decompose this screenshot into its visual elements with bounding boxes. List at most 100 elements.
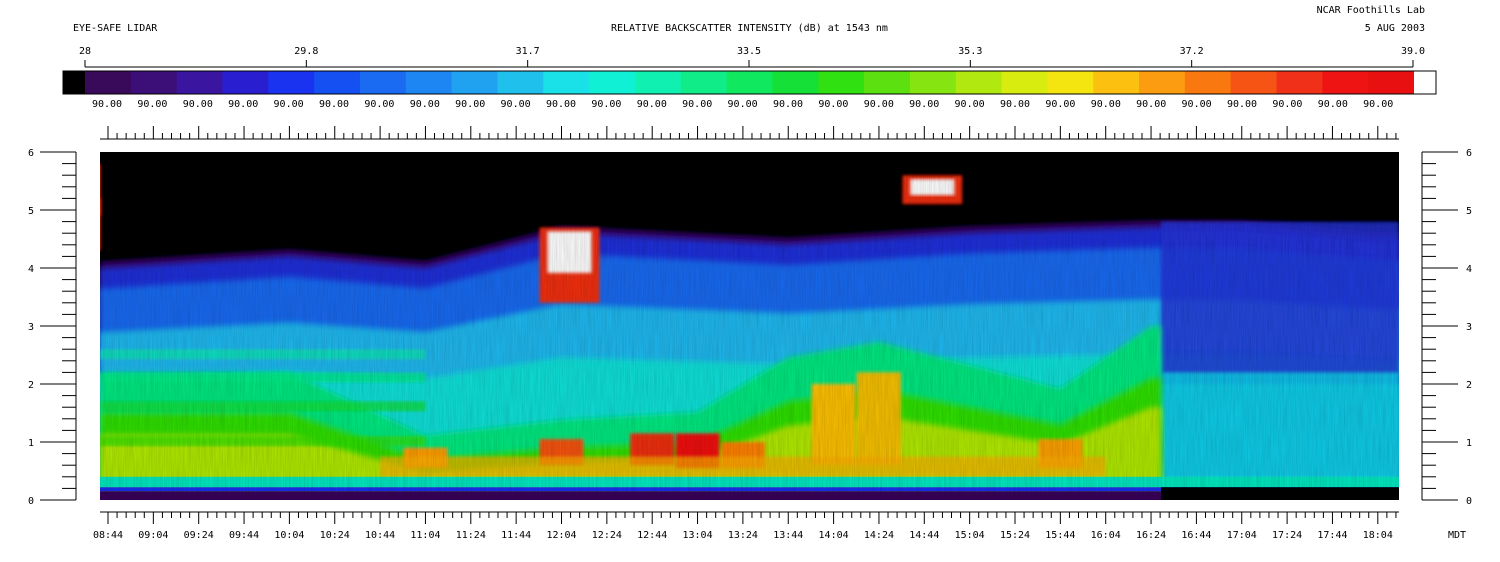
late-blue-region bbox=[1161, 221, 1399, 384]
colorbar-swatch bbox=[543, 71, 590, 94]
y-tick-label-left: 3 bbox=[28, 322, 34, 333]
colorbar-segment-label: 90.00 bbox=[1045, 99, 1075, 110]
colorbar-tick-label: 29.8 bbox=[294, 46, 318, 57]
colorbar-swatch bbox=[176, 71, 223, 94]
cloud-edge bbox=[100, 198, 101, 251]
colorbar-swatch bbox=[451, 71, 498, 94]
colorbar-segment-label: 90.00 bbox=[183, 99, 213, 110]
colorbar-segment-label: 90.00 bbox=[728, 99, 758, 110]
early-layer bbox=[100, 436, 426, 447]
colorbar-segment-label: 90.00 bbox=[1363, 99, 1393, 110]
colorbar-swatch bbox=[1001, 71, 1048, 94]
x-tick-label: 13:24 bbox=[728, 530, 758, 541]
heatmap-layers bbox=[49, 152, 1399, 500]
x-tick-label: 16:24 bbox=[1136, 530, 1166, 541]
x-tick-label: 09:04 bbox=[138, 530, 168, 541]
y-tick-label-right: 5 bbox=[1466, 206, 1472, 217]
early-layer bbox=[100, 401, 426, 412]
colorbar-swatch bbox=[63, 71, 86, 94]
x-tick-label: 13:44 bbox=[773, 530, 803, 541]
late-cyan-region bbox=[1161, 372, 1399, 477]
colorbar-tick-label: 28 bbox=[79, 46, 91, 57]
colorbar-segment-label: 90.00 bbox=[591, 99, 621, 110]
colorbar-segment-label: 90.00 bbox=[455, 99, 485, 110]
colorbar-segment-label: 90.00 bbox=[1182, 99, 1212, 110]
x-tick-label: 10:44 bbox=[365, 530, 395, 541]
colorbar-swatch bbox=[222, 71, 269, 94]
x-tick-label: 10:04 bbox=[274, 530, 304, 541]
colorbar-tick-label: 39.0 bbox=[1401, 46, 1425, 57]
hot-aerosol-patch bbox=[856, 372, 901, 466]
x-tick-label: 11:04 bbox=[410, 530, 440, 541]
y-tick-label-left: 4 bbox=[28, 264, 34, 275]
colorbar-segment-label: 90.00 bbox=[319, 99, 349, 110]
surface-late-dark bbox=[1161, 487, 1399, 500]
colorbar-swatch bbox=[268, 71, 315, 94]
x-tick-label: 15:24 bbox=[1000, 530, 1030, 541]
y-tick-label-left: 1 bbox=[28, 438, 34, 449]
colorbar-swatch bbox=[1322, 71, 1369, 94]
colorbar-segment-label: 90.00 bbox=[546, 99, 576, 110]
y-tick-label-right: 3 bbox=[1466, 322, 1472, 333]
x-tick-label: 12:44 bbox=[637, 530, 667, 541]
surface-cyan bbox=[100, 476, 1399, 488]
y-tick-label-left: 6 bbox=[28, 148, 34, 159]
colorbar-segment-label: 90.00 bbox=[274, 99, 304, 110]
colorbar-segment-label: 90.00 bbox=[364, 99, 394, 110]
colorbar-tick-label: 31.7 bbox=[516, 46, 540, 57]
colorbar-tick-label: 35.3 bbox=[958, 46, 982, 57]
x-axis-unit: MDT bbox=[1448, 530, 1466, 541]
colorbar-swatch bbox=[772, 71, 819, 94]
colorbar-swatch bbox=[1414, 71, 1437, 94]
colorbar-segment-label: 90.00 bbox=[909, 99, 939, 110]
hot-aerosol-patch bbox=[811, 384, 856, 466]
colorbar-segment-label: 90.00 bbox=[410, 99, 440, 110]
colorbar-swatch bbox=[1368, 71, 1415, 94]
y-tick-label-right: 4 bbox=[1466, 264, 1472, 275]
colorbar-swatch bbox=[1230, 71, 1278, 94]
colorbar: 28 29.8 31.7 33.5 35.3 37.2 39.0 90.00 90.00 90.0… bbox=[62, 46, 1437, 110]
chart-title: RELATIVE BACKSCATTER INTENSITY (dB) at 1… bbox=[611, 23, 888, 34]
colorbar-swatch bbox=[405, 71, 453, 94]
x-tick-label: 10:24 bbox=[320, 530, 350, 541]
org-label: NCAR Foothills Lab bbox=[1316, 5, 1425, 16]
colorbar-swatch bbox=[1276, 71, 1323, 94]
colorbar-swatch bbox=[1093, 71, 1140, 94]
colorbar-segment-label: 90.00 bbox=[818, 99, 848, 110]
colorbar-segment-label: 90.00 bbox=[92, 99, 122, 110]
colorbar-swatch bbox=[864, 71, 911, 94]
y-tick-label-right: 2 bbox=[1466, 380, 1472, 391]
early-layer bbox=[100, 372, 426, 383]
colorbar-swatch bbox=[1047, 71, 1094, 94]
colorbar-swatch bbox=[818, 71, 865, 94]
x-tick-label: 17:04 bbox=[1227, 530, 1257, 541]
colorbar-segment-label: 90.00 bbox=[637, 99, 667, 110]
backscatter-heatmap bbox=[49, 152, 1399, 500]
colorbar-segment-label: 90.00 bbox=[1136, 99, 1166, 110]
colorbar-segment-label: 90.00 bbox=[682, 99, 712, 110]
colorbar-swatch bbox=[726, 71, 773, 94]
x-tick-label: 11:24 bbox=[456, 530, 486, 541]
x-tick-label: 14:44 bbox=[909, 530, 939, 541]
colorbar-swatch bbox=[1139, 71, 1186, 94]
x-tick-label: 17:24 bbox=[1272, 530, 1302, 541]
x-tick-label: 09:24 bbox=[184, 530, 214, 541]
colorbar-segment-label: 90.00 bbox=[228, 99, 258, 110]
y-tick-label-left: 0 bbox=[28, 496, 34, 507]
cloud-core bbox=[49, 168, 93, 197]
colorbar-segment-label: 90.00 bbox=[137, 99, 167, 110]
x-tick-label: 17:44 bbox=[1317, 530, 1347, 541]
x-tick-label: 18:04 bbox=[1363, 530, 1393, 541]
x-tick-label: 11:44 bbox=[501, 530, 531, 541]
colorbar-swatch bbox=[634, 71, 682, 94]
colorbar-segment-label: 90.00 bbox=[1227, 99, 1257, 110]
colorbar-swatch bbox=[497, 71, 544, 94]
colorbar-swatch bbox=[130, 71, 178, 94]
x-tick-label: 16:44 bbox=[1181, 530, 1211, 541]
colorbar-swatch bbox=[955, 71, 1003, 94]
y-tick-label-right: 0 bbox=[1466, 496, 1472, 507]
x-tick-label: 15:44 bbox=[1045, 530, 1075, 541]
x-tick-label: 13:04 bbox=[682, 530, 712, 541]
colorbar-frame bbox=[62, 70, 1437, 95]
